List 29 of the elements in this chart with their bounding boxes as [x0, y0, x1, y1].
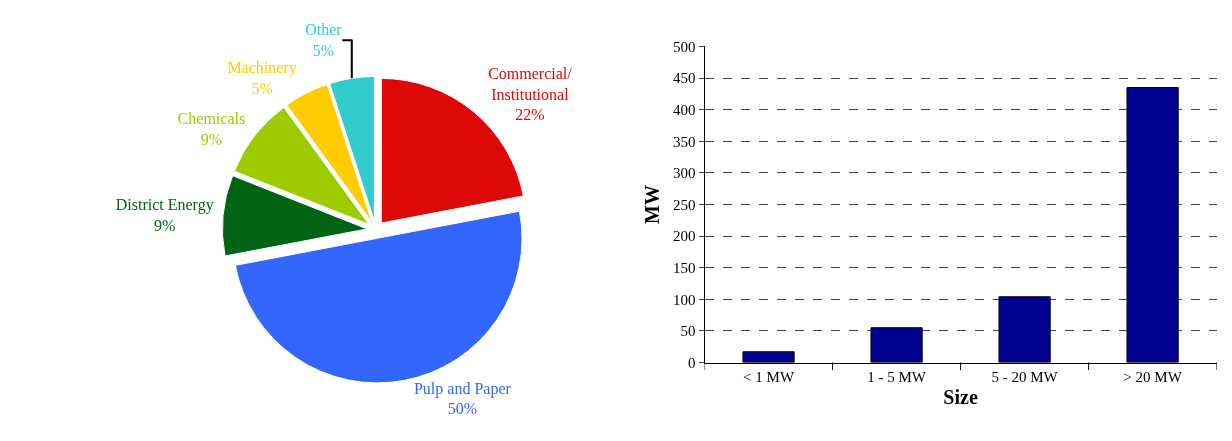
slice-label: Pulp and Paper	[413, 379, 512, 398]
slice-label: Machinery	[227, 59, 297, 78]
data-label: 9%	[200, 130, 223, 148]
x-tick-label: 5 - 20 MW	[991, 368, 1059, 385]
y-tick-label: 250	[673, 196, 696, 213]
x-tick-label: 1 - 5 MW	[867, 368, 927, 385]
y-axis-title: MW	[640, 185, 663, 224]
data-label: 9%	[154, 217, 176, 235]
data-label: 22%	[515, 106, 545, 124]
x-tick-label: > 20 MW	[1123, 368, 1183, 385]
y-tick-label: 500	[673, 38, 696, 55]
slice-label: District Energy	[115, 196, 214, 215]
x-tick-label: < 1 MW	[743, 368, 795, 385]
data-label: 5%	[251, 80, 273, 98]
y-tick-label: 150	[673, 259, 696, 276]
data-label: 5%	[312, 42, 335, 60]
y-tick-label: 200	[673, 228, 696, 245]
x-axis-title: Size	[943, 386, 978, 409]
y-tick-label: 300	[673, 165, 696, 182]
y-tick-label: 50	[680, 323, 696, 340]
y-tick-label: 100	[673, 291, 696, 308]
y-tick-label: 350	[673, 133, 696, 150]
y-tick-label: 0	[688, 354, 696, 371]
y-tick-label: 400	[673, 101, 696, 118]
y-tick-label: 450	[673, 70, 696, 87]
slice-label: Commercial/ Institutional	[488, 64, 573, 103]
data-label: 50%	[447, 400, 478, 418]
slice-label: Other	[305, 21, 343, 39]
slice-label: Chemicals	[177, 109, 246, 127]
